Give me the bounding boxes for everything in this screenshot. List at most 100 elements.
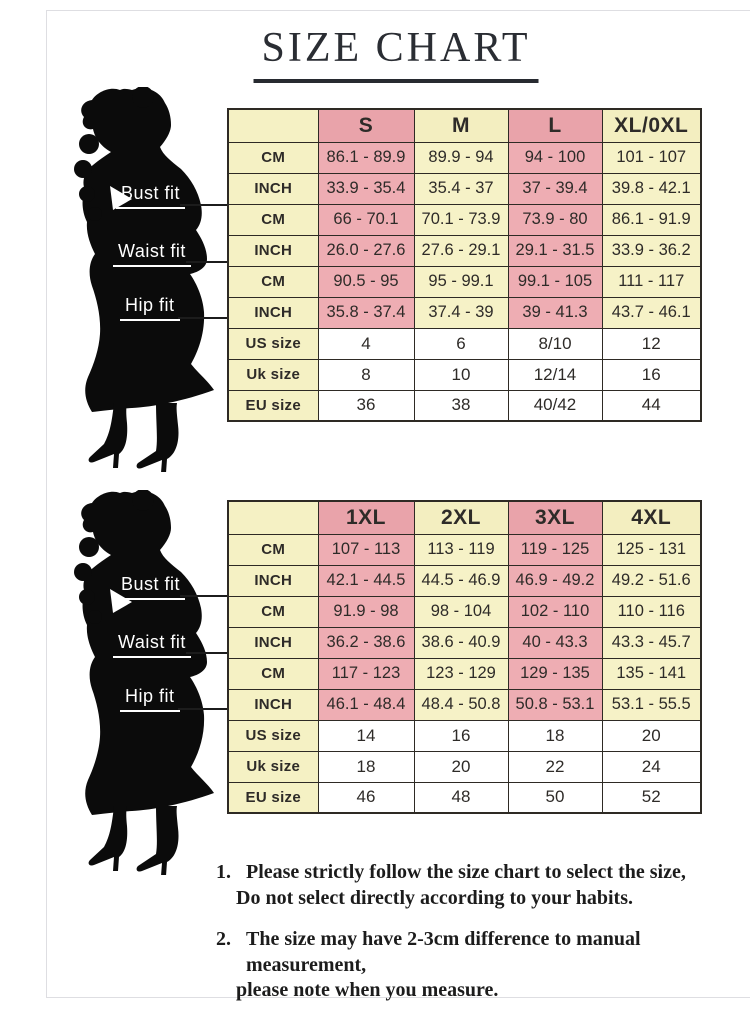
- measurement-cell: 99.1 - 105: [507, 265, 603, 298]
- measurement-cell: 44.5 - 46.9: [413, 564, 509, 597]
- row-label: US size: [227, 327, 319, 360]
- measurement-cell: 91.9 - 98: [317, 595, 415, 628]
- measurement-cell: 46: [317, 781, 415, 814]
- measurement-cell: 102 - 110: [507, 595, 603, 628]
- size-col-header: 2XL: [413, 500, 509, 535]
- measurement-cell: 35.8 - 37.4: [317, 296, 415, 329]
- fit-label-hip: Hip fit: [120, 686, 180, 712]
- measurement-cell: 16: [413, 719, 509, 752]
- note-line: Please strictly follow the size chart to…: [246, 861, 686, 883]
- measurement-cell: 37.4 - 39: [413, 296, 509, 329]
- measurement-cell: 123 - 129: [413, 657, 509, 690]
- size-table-2: 1XL 2XL 3XL 4XL CM 107 - 113 113 - 119 119 - 12…: [227, 500, 702, 814]
- measurement-cell: 119 - 125: [507, 533, 603, 566]
- measurement-cell: 95 - 99.1: [413, 265, 509, 298]
- measurement-cell: 89.9 - 94: [413, 141, 509, 174]
- row-label: CM: [227, 657, 319, 690]
- measurement-cell: 70.1 - 73.9: [413, 203, 509, 236]
- measurement-cell: 117 - 123: [317, 657, 415, 690]
- note-item: 2. The size may have 2-3cm difference to …: [216, 927, 741, 1004]
- measurement-cell: 14: [317, 719, 415, 752]
- measurement-cell: 40 - 43.3: [507, 626, 603, 659]
- note-line: please note when you measure.: [236, 979, 499, 1002]
- size-table-1: S M L XL/0XL CM 86.1 - 89.9 89.9 - 94 94 - 100 1…: [227, 108, 702, 422]
- measurement-cell: 44: [601, 389, 702, 422]
- photo-edge-top: [46, 10, 750, 11]
- measurement-cell: 111 - 117: [601, 265, 702, 298]
- measurement-cell: 10: [413, 358, 509, 391]
- note-text: Please strictly follow the size chart to…: [236, 860, 686, 911]
- size-chart-table: S M L XL/0XL CM 86.1 - 89.9 89.9 - 94 94 - 100 1…: [227, 108, 702, 422]
- measurement-cell: 50.8 - 53.1: [507, 688, 603, 721]
- measurement-cell: 33.9 - 35.4: [317, 172, 415, 205]
- measurement-cell: 38.6 - 40.9: [413, 626, 509, 659]
- woman-silhouette-figure: [40, 490, 220, 875]
- fit-label-bust: Bust fit: [116, 574, 186, 600]
- fit-connector-line: [186, 652, 227, 654]
- page-title: SIZE CHART: [253, 24, 539, 83]
- fit-connector-line: [178, 708, 227, 710]
- size-col-header: 3XL: [507, 500, 603, 535]
- measurement-cell: 73.9 - 80: [507, 203, 603, 236]
- photo-edge-bottom: [46, 997, 750, 998]
- fit-connector-line: [186, 261, 227, 263]
- measurement-cell: 90.5 - 95: [317, 265, 415, 298]
- measurement-cell: 12: [601, 327, 702, 360]
- size-col-header: 1XL: [317, 500, 415, 535]
- measurement-cell: 52: [601, 781, 702, 814]
- note-number: 1.: [216, 861, 231, 883]
- note-text: The size may have 2-3cm difference to ma…: [236, 927, 741, 1004]
- measurement-cell: 86.1 - 91.9: [601, 203, 702, 236]
- measurement-cell: 48.4 - 50.8: [413, 688, 509, 721]
- measurement-cell: 42.1 - 44.5: [317, 564, 415, 597]
- measurement-cell: 66 - 70.1: [317, 203, 415, 236]
- measurement-cell: 43.3 - 45.7: [601, 626, 702, 659]
- row-label: INCH: [227, 234, 319, 267]
- row-label: CM: [227, 141, 319, 174]
- size-col-header: XL/0XL: [601, 108, 702, 143]
- row-label: Uk size: [227, 358, 319, 391]
- measurement-cell: 43.7 - 46.1: [601, 296, 702, 329]
- size-col-header: S: [317, 108, 415, 143]
- measurement-cell: 18: [507, 719, 603, 752]
- row-label: CM: [227, 533, 319, 566]
- photo-edge-left: [46, 10, 47, 997]
- measurement-cell: 135 - 141: [601, 657, 702, 690]
- measurement-cell: 48: [413, 781, 509, 814]
- measurement-cell: 4: [317, 327, 415, 360]
- measurement-cell: 94 - 100: [507, 141, 603, 174]
- measurement-cell: 36: [317, 389, 415, 422]
- measurement-cell: 16: [601, 358, 702, 391]
- row-label: EU size: [227, 781, 319, 814]
- measurement-cell: 39.8 - 42.1: [601, 172, 702, 205]
- measurement-cell: 35.4 - 37: [413, 172, 509, 205]
- fit-label-hip: Hip fit: [120, 295, 180, 321]
- measurement-cell: 101 - 107: [601, 141, 702, 174]
- measurement-cell: 22: [507, 750, 603, 783]
- measurement-cell: 39 - 41.3: [507, 296, 603, 329]
- row-label: INCH: [227, 688, 319, 721]
- row-label: CM: [227, 595, 319, 628]
- corner-cell: [227, 500, 319, 535]
- note-line: Do not select directly according to your…: [236, 886, 634, 909]
- measurement-cell: 37 - 39.4: [507, 172, 603, 205]
- note-line: The size may have 2-3cm difference to ma…: [246, 928, 641, 976]
- measurement-cell: 36.2 - 38.6: [317, 626, 415, 659]
- measurement-cell: 26.0 - 27.6: [317, 234, 415, 267]
- measurement-cell: 86.1 - 89.9: [317, 141, 415, 174]
- row-label: INCH: [227, 564, 319, 597]
- measurement-cell: 8/10: [507, 327, 603, 360]
- fit-connector-line: [180, 595, 227, 597]
- woman-silhouette-figure: [40, 87, 220, 472]
- measurement-cell: 46.9 - 49.2: [507, 564, 603, 597]
- measurement-cell: 20: [413, 750, 509, 783]
- measurement-cell: 33.9 - 36.2: [601, 234, 702, 267]
- measurement-cell: 40/42: [507, 389, 603, 422]
- fit-connector-line: [180, 204, 227, 206]
- measurement-cell: 29.1 - 31.5: [507, 234, 603, 267]
- measurement-cell: 18: [317, 750, 415, 783]
- measurement-cell: 20: [601, 719, 702, 752]
- measurement-cell: 24: [601, 750, 702, 783]
- measurement-cell: 110 - 116: [601, 595, 702, 628]
- measurement-cell: 107 - 113: [317, 533, 415, 566]
